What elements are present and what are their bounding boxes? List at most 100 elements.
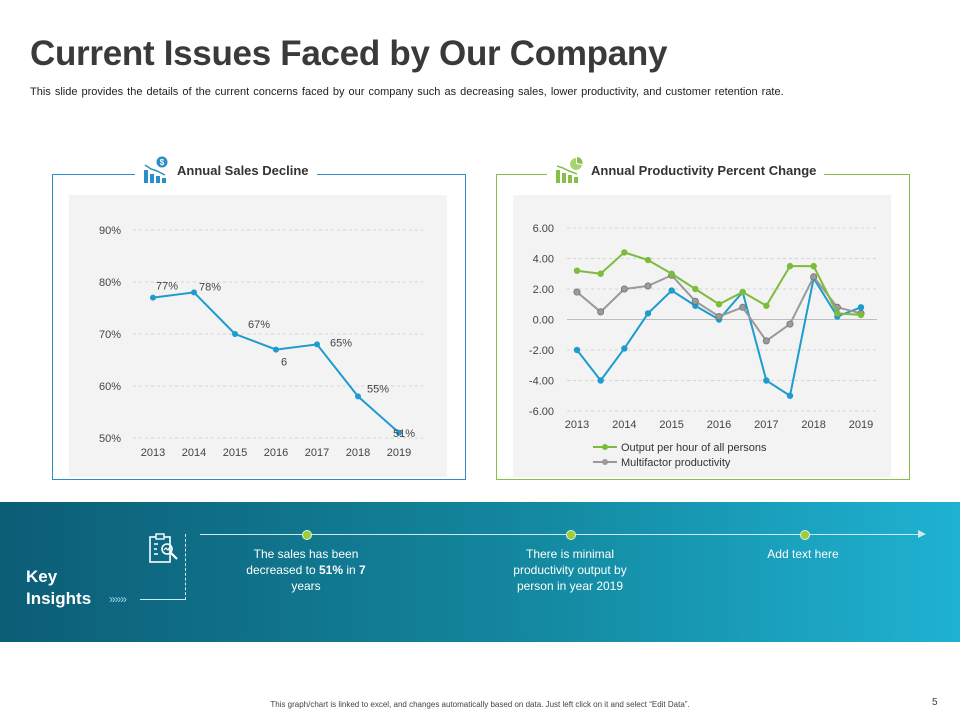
productivity-data-point — [644, 256, 652, 264]
sales-decline-header: $ Annual Sales Decline — [135, 155, 317, 185]
timeline-line — [200, 534, 920, 535]
productivity-data-point — [786, 262, 794, 270]
productivity-data-point — [573, 267, 581, 274]
page-subtitle: This slide provides the details of the c… — [30, 86, 784, 98]
productivity-data-point — [692, 285, 699, 293]
y-tick-label: 80% — [99, 277, 121, 289]
y-tick-label: 2.00 — [533, 284, 554, 296]
data-label: 51% — [393, 428, 415, 440]
y-tick-label: 70% — [99, 329, 121, 341]
legend-swatch-marker — [602, 444, 608, 450]
productivity-data-point — [857, 304, 865, 311]
svg-text:$: $ — [160, 158, 165, 167]
sales-decline-panel: $ Annual Sales Decline 50% 60% 70% 80% 90% 20… — [52, 155, 467, 481]
sales-data-point — [232, 331, 238, 337]
footnote: This graph/chart is linked to excel, and… — [270, 700, 690, 709]
key-insights-band: Key Insights »»» The sales has been decr… — [0, 502, 960, 642]
productivity-data-point — [857, 311, 865, 319]
productivity-data-point — [621, 249, 628, 256]
timeline-dot — [566, 530, 576, 540]
productivity-data-point — [763, 377, 770, 384]
productivity-data-point — [763, 302, 770, 309]
x-tick-label: 2016 — [264, 447, 288, 459]
x-tick-label: 2017 — [305, 447, 329, 459]
productivity-data-point — [715, 301, 723, 308]
insight-sales-text: The sales has been decreased to 51% in 7… — [246, 547, 366, 593]
productivity-data-point — [739, 303, 747, 311]
productivity-data-point — [621, 345, 628, 352]
x-tick-label: 2019 — [849, 419, 873, 431]
productivity-data-point — [573, 346, 581, 354]
connector-line — [140, 599, 185, 600]
data-label: 78% — [199, 281, 221, 293]
productivity-title: Annual Productivity Percent Change — [591, 162, 817, 178]
page-title: Current Issues Faced by Our Company — [30, 34, 668, 73]
y-tick-label: 90% — [99, 225, 121, 237]
x-tick-label: 2013 — [141, 447, 165, 459]
productivity-data-point — [810, 262, 817, 270]
y-tick-label: 50% — [99, 433, 121, 445]
legend-label: Output per hour of all persons — [621, 442, 767, 454]
key-insights-title: Key Insights — [26, 567, 92, 608]
legend-entry: Multifactor productivity — [593, 457, 731, 469]
productivity-data-point — [691, 297, 699, 305]
y-tick-label: -4.00 — [529, 376, 554, 388]
data-label: 67% — [248, 319, 270, 331]
timeline-dot — [302, 530, 312, 540]
sales-data-point — [273, 346, 279, 353]
x-tick-label: 2017 — [754, 419, 778, 431]
sales-data-point — [150, 294, 156, 301]
data-label: 55% — [367, 383, 389, 395]
x-tick-label: 2018 — [801, 419, 825, 431]
productivity-data-point — [786, 392, 794, 399]
x-tick-label: 2019 — [387, 447, 411, 459]
x-tick-label: 2015 — [223, 447, 247, 459]
y-tick-label: 60% — [99, 381, 121, 393]
legend-swatch-marker — [602, 459, 608, 465]
y-tick-label: 0.00 — [533, 315, 554, 327]
x-tick-label: 2013 — [565, 419, 589, 431]
legend-entry: Output per hour of all persons — [593, 442, 767, 454]
productivity-series-line — [576, 275, 862, 398]
productivity-data-point — [786, 320, 794, 328]
productivity-header: Annual Productivity Percent Change — [547, 155, 825, 185]
productivity-data-point — [644, 310, 652, 317]
productivity-plot-area — [513, 195, 891, 477]
bar-chart-pie-icon — [556, 157, 583, 183]
chevrons-right-icon: »»» — [109, 592, 127, 606]
productivity-data-point — [715, 312, 723, 320]
insight-productivity-text: There is minimal productivity output by … — [513, 547, 627, 593]
x-tick-label: 2014 — [612, 419, 636, 431]
productivity-data-point — [644, 282, 652, 290]
productivity-data-point — [597, 377, 604, 384]
clipboard-analysis-icon — [149, 533, 178, 563]
productivity-panel: Annual Productivity Percent Change -6.00… — [496, 155, 911, 481]
sales-data-point — [191, 289, 197, 296]
y-tick-label: 6.00 — [533, 223, 554, 235]
page-number: 5 — [932, 697, 938, 708]
productivity-data-point — [668, 270, 675, 277]
legend-label: Multifactor productivity — [621, 457, 731, 469]
sales-data-point — [314, 341, 320, 348]
bar-chart-dollar-icon: $ — [144, 156, 168, 183]
productivity-data-point — [762, 337, 770, 345]
x-tick-label: 2014 — [182, 447, 206, 459]
sales-data-point — [355, 393, 361, 400]
data-label: 77% — [156, 281, 178, 293]
sales-series-line — [152, 291, 400, 434]
y-tick-label: -2.00 — [529, 345, 554, 357]
connector-bracket — [185, 534, 186, 600]
data-label: 65% — [330, 337, 352, 349]
insight-placeholder-text[interactable]: Add text here — [767, 547, 839, 561]
productivity-data-point — [834, 310, 841, 317]
productivity-data-point — [597, 270, 604, 277]
productivity-data-point — [668, 287, 675, 294]
productivity-data-point — [573, 288, 581, 296]
productivity-chart[interactable]: -6.00 -4.00 -2.00 0.00 2.00 4.00 6.00 2013 2014 2… — [497, 175, 911, 481]
sales-decline-chart[interactable]: 50% 60% 70% 80% 90% 2013 2014 2015 2016 2017 2018 2… — [53, 175, 467, 481]
timeline-dot — [800, 530, 810, 540]
y-tick-label: -6.00 — [529, 406, 554, 418]
x-tick-label: 2016 — [707, 419, 731, 431]
timeline-arrowhead — [918, 530, 926, 538]
productivity-data-point — [739, 288, 746, 296]
